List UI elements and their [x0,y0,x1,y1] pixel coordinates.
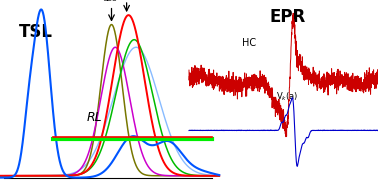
Text: TSL: TSL [19,23,53,41]
Text: EPR: EPR [269,8,305,26]
Text: RL: RL [87,111,102,124]
Text: CZC: CZC [102,0,117,2]
Text: HC: HC [242,38,256,48]
Text: V$_k$(a): V$_k$(a) [276,91,298,103]
